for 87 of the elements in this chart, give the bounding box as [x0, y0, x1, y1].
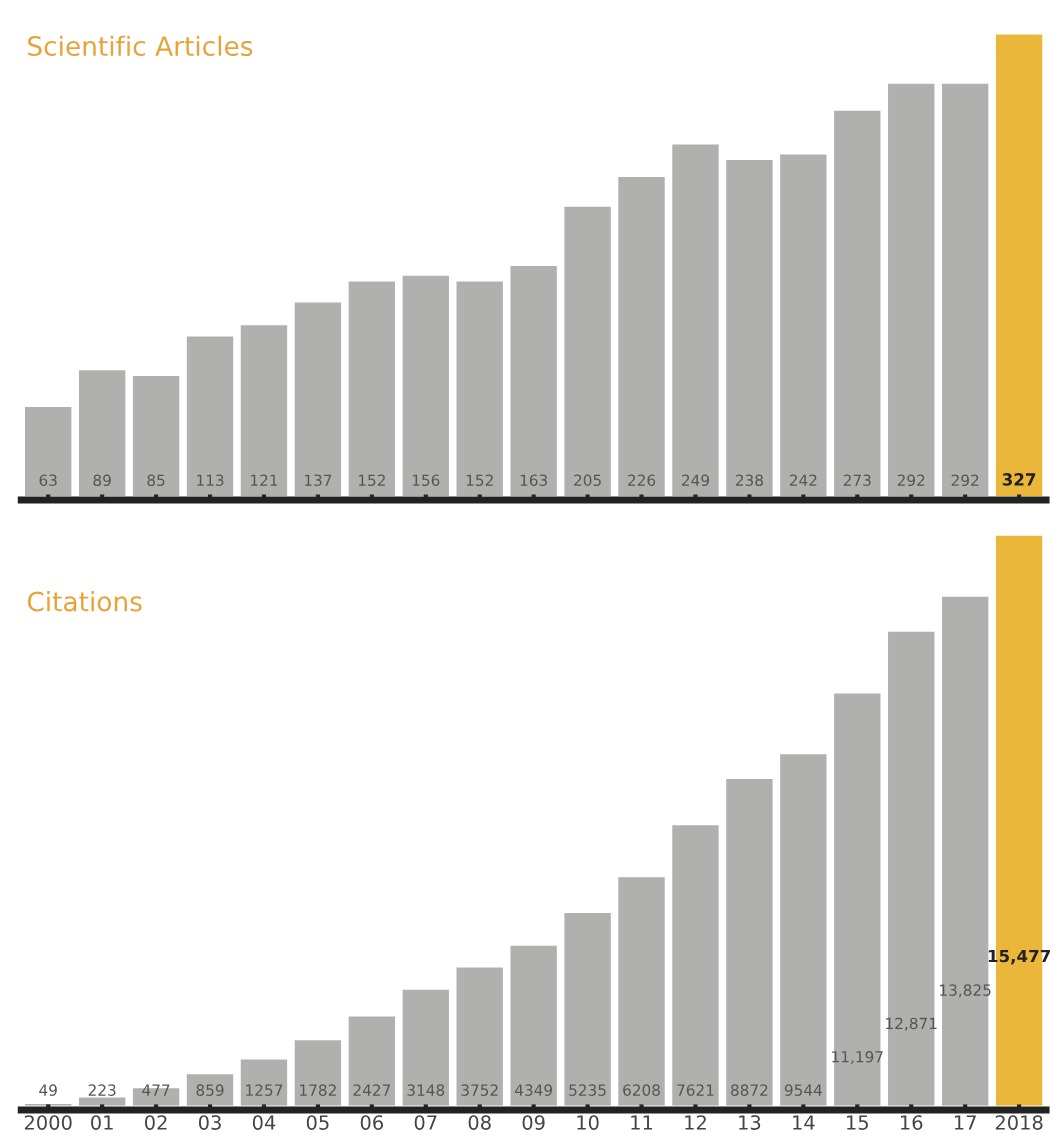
- x-tick-label: 07: [414, 1115, 437, 1130]
- data-label: 205: [574, 474, 601, 486]
- data-label: 85: [147, 474, 165, 486]
- data-label: 859: [196, 1084, 224, 1096]
- data-label: 292: [897, 474, 925, 486]
- data-label: 163: [520, 474, 548, 486]
- x-tick-label: 14: [793, 1115, 815, 1130]
- bar: [456, 967, 503, 1106]
- bar: [780, 754, 827, 1106]
- data-label: 3752: [461, 1084, 498, 1096]
- bar: [564, 206, 611, 496]
- x-tick-label: 02: [145, 1115, 167, 1130]
- bar: [240, 325, 288, 496]
- x-tick-label: 13: [739, 1115, 761, 1130]
- data-label: 2427: [353, 1084, 390, 1096]
- bar: [510, 945, 557, 1106]
- chart-title: Scientific Articles: [28, 35, 253, 57]
- bar: [726, 779, 773, 1106]
- bar: [510, 265, 557, 496]
- data-label: 113: [197, 474, 224, 486]
- x-tick-label: 01: [91, 1115, 113, 1130]
- bar: [402, 275, 449, 496]
- bar: [564, 913, 611, 1106]
- bar: [294, 1040, 342, 1106]
- bar: [348, 281, 396, 496]
- x-tick-label: 11: [631, 1115, 653, 1130]
- data-label: 1257: [246, 1084, 283, 1096]
- data-label: 121: [251, 474, 278, 486]
- data-label: 327: [1002, 473, 1036, 486]
- x-tick-label: 17: [954, 1115, 976, 1130]
- x-tick-label: 10: [577, 1115, 599, 1130]
- x-tick-label: 04: [252, 1115, 276, 1130]
- bar: [456, 281, 503, 496]
- bar: [834, 693, 881, 1106]
- data-label: 242: [789, 474, 817, 486]
- data-label: 7621: [677, 1084, 714, 1096]
- text: Citations: [27, 591, 142, 612]
- bar: [402, 989, 449, 1106]
- bar: [186, 336, 234, 496]
- x-tick-label: 09: [522, 1115, 545, 1130]
- data-label: 8872: [731, 1084, 768, 1096]
- data-label: 5235: [569, 1084, 606, 1096]
- x-tick-label: 2018: [995, 1115, 1043, 1130]
- data-label: 226: [628, 474, 656, 486]
- data-label: 1782: [300, 1084, 336, 1096]
- x-tick-label: 16: [900, 1115, 923, 1130]
- bar: [888, 83, 935, 496]
- data-label: 292: [951, 474, 979, 486]
- bar: [618, 176, 665, 496]
- bar: [132, 375, 180, 496]
- data-label: 238: [735, 474, 763, 486]
- data-label: 63: [39, 474, 57, 486]
- bar: [348, 1016, 396, 1106]
- data-label: 249: [682, 474, 709, 486]
- data-label: 152: [466, 474, 493, 486]
- bar: [672, 825, 719, 1106]
- x-tick-label: 05: [306, 1115, 329, 1130]
- data-label: 137: [305, 474, 332, 486]
- data-label: 89: [93, 474, 111, 486]
- bar: [834, 110, 881, 496]
- data-label: 4349: [514, 1084, 553, 1096]
- bar: [618, 877, 665, 1106]
- bar: [78, 370, 126, 496]
- x-tick-label: 12: [685, 1115, 706, 1130]
- bar: [780, 154, 827, 496]
- bar: [888, 631, 935, 1106]
- bar: [726, 160, 773, 496]
- x-tick-label: 08: [468, 1115, 491, 1130]
- data-label: 273: [843, 474, 871, 486]
- bar: [240, 1059, 288, 1106]
- data-label: 156: [412, 474, 440, 486]
- data-label: 223: [88, 1084, 116, 1096]
- x-tick-label: 03: [198, 1115, 221, 1130]
- bar: [672, 144, 719, 496]
- data-label: 152: [358, 474, 385, 486]
- bar: [294, 302, 342, 496]
- x-tick-label: 15: [847, 1115, 868, 1130]
- x-tick-label: 06: [360, 1115, 383, 1130]
- bar: [25, 407, 72, 496]
- data-label: 6208: [623, 1084, 660, 1096]
- data-label: 49: [39, 1084, 57, 1096]
- bar: [941, 83, 989, 496]
- data-label: 9544: [784, 1084, 822, 1096]
- bar: [995, 34, 1043, 496]
- data-label: 3148: [407, 1084, 445, 1096]
- x-tick-label: 2000: [24, 1115, 72, 1130]
- bar: [941, 596, 989, 1106]
